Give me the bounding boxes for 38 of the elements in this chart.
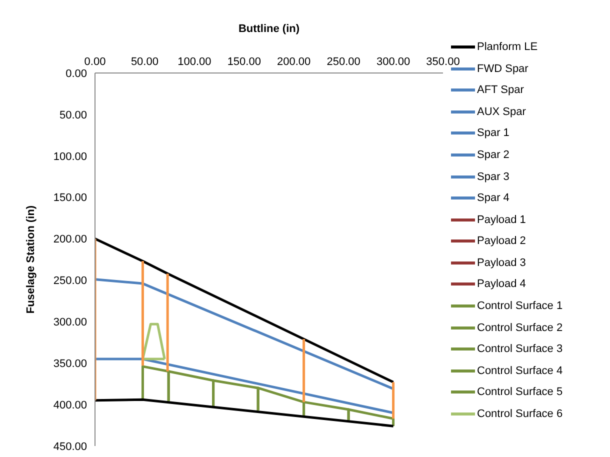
x-tick-label: 50.00 bbox=[130, 56, 158, 68]
y-tick-label: 300.00 bbox=[53, 316, 87, 329]
x-tick-label: 0.00 bbox=[84, 56, 106, 68]
legend-label: Payload 3 bbox=[477, 256, 526, 269]
legend-label: AFT Spar bbox=[477, 84, 524, 96]
y-tick-label: 0.00 bbox=[66, 68, 87, 80]
legend-label: Control Surface 4 bbox=[477, 364, 563, 377]
legend-label: Payload 1 bbox=[477, 214, 526, 226]
y-tick-label: 350.00 bbox=[53, 358, 87, 370]
legend-label: Payload 2 bbox=[477, 235, 526, 248]
legend-label: Spar 3 bbox=[477, 170, 510, 183]
y-tick-label: 150.00 bbox=[53, 192, 87, 204]
legend-label: Control Surface 1 bbox=[477, 300, 563, 312]
y-tick-label: 100.00 bbox=[53, 150, 87, 163]
y-axis-title: Fuselage Station (in) bbox=[24, 205, 37, 314]
x-axis-title: Buttline (in) bbox=[238, 22, 300, 35]
legend-label: FWD Spar bbox=[477, 62, 528, 75]
x-tick-label: 350.00 bbox=[426, 56, 460, 68]
x-tick-label: 300.00 bbox=[376, 56, 410, 68]
y-tick-label: 50.00 bbox=[59, 109, 87, 122]
legend-label: Control Surface 2 bbox=[477, 322, 563, 334]
legend-label: Planform LE bbox=[477, 40, 538, 53]
y-tick-label: 450.00 bbox=[53, 440, 87, 453]
legend-label: Control Surface 5 bbox=[477, 386, 563, 398]
y-tick-label: 250.00 bbox=[53, 275, 87, 288]
y-tick-label: 400.00 bbox=[53, 399, 87, 412]
legend-label: Spar 4 bbox=[477, 192, 510, 204]
x-tick-label: 200.00 bbox=[277, 56, 311, 68]
x-tick-label: 150.00 bbox=[227, 56, 261, 68]
x-tick-label: 250.00 bbox=[326, 56, 360, 68]
legend-label: Payload 4 bbox=[477, 278, 526, 290]
legend-label: Control Surface 3 bbox=[477, 343, 563, 356]
x-tick-label: 100.00 bbox=[178, 56, 212, 68]
legend-label: Spar 2 bbox=[477, 148, 510, 161]
legend-label: Control Surface 6 bbox=[477, 408, 563, 420]
legend-label: Spar 1 bbox=[477, 127, 510, 140]
legend-label: AUX Spar bbox=[477, 106, 526, 118]
y-tick-label: 200.00 bbox=[53, 234, 87, 246]
